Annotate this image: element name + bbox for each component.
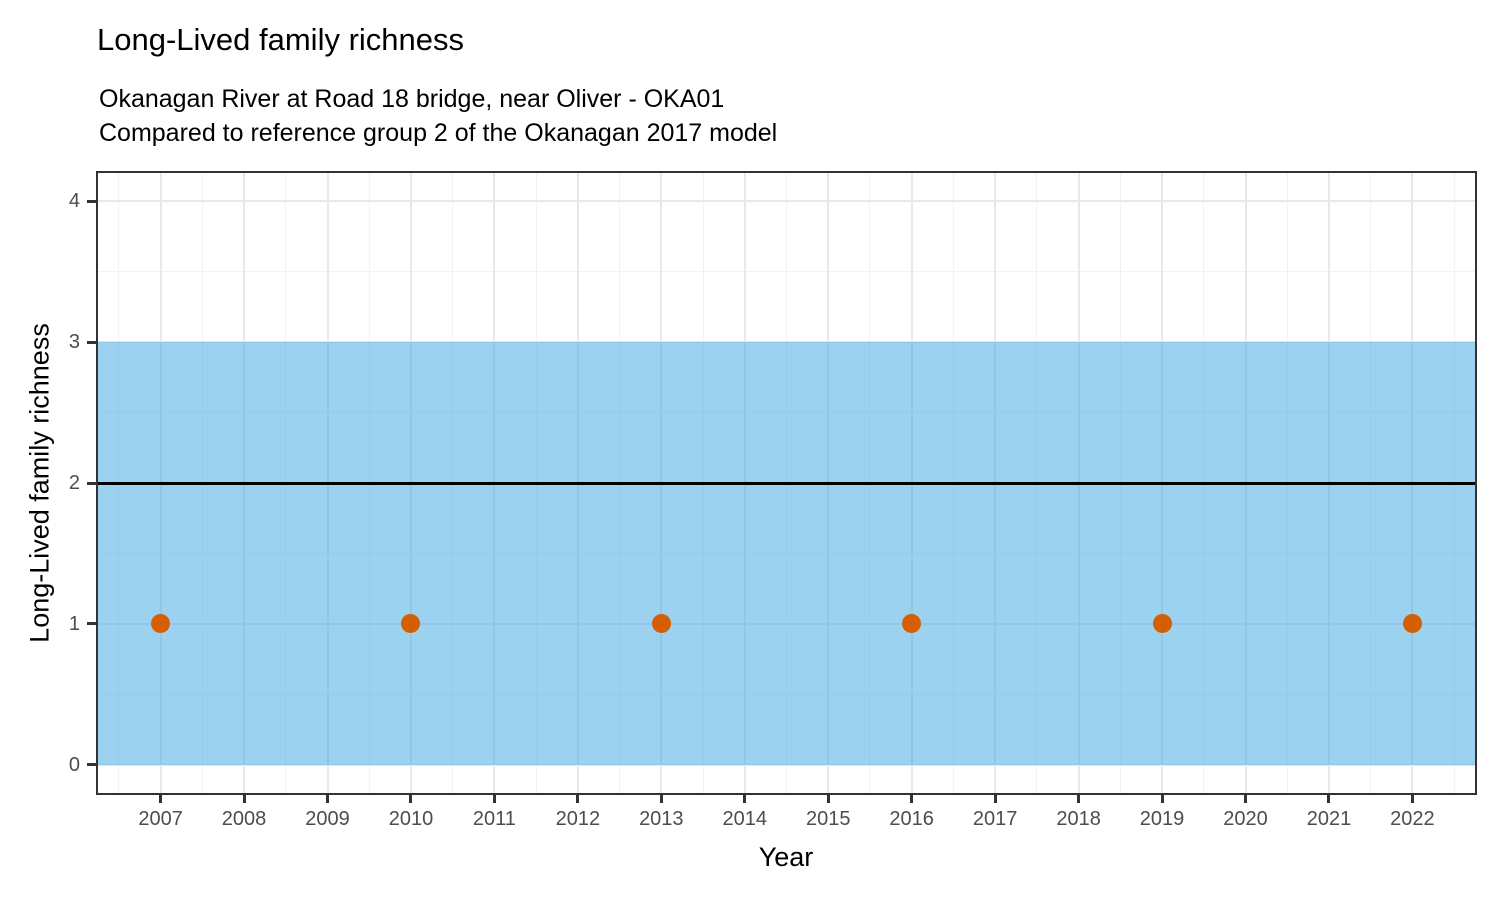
x-tick-label: 2022 (1390, 808, 1435, 830)
reference-line (98, 481, 1475, 485)
y-tick (87, 199, 98, 203)
x-tick-label: 2007 (138, 808, 183, 830)
y-gridline-minor (98, 271, 1475, 273)
x-tick-label: 2014 (722, 808, 768, 830)
x-tick-label: 2020 (1223, 808, 1268, 830)
y-tick (87, 340, 98, 344)
y-tick (87, 481, 98, 485)
x-tick (1244, 793, 1247, 803)
x-tick (1077, 793, 1081, 803)
x-tick-label: 2009 (305, 808, 350, 830)
y-axis-title: Long-Lived family richness (24, 323, 55, 643)
x-tick (1160, 793, 1164, 803)
x-tick (576, 793, 580, 803)
x-tick (659, 793, 663, 803)
x-tick (1327, 793, 1331, 803)
y-tick (87, 622, 98, 626)
x-tick-label: 2021 (1306, 808, 1352, 830)
x-tick (492, 793, 496, 803)
x-tick-label: 2017 (972, 808, 1018, 830)
y-tick (87, 763, 98, 767)
chart-subtitle-line-1: Okanagan River at Road 18 bridge, near O… (99, 85, 725, 113)
x-tick (910, 793, 914, 803)
data-point (651, 614, 671, 634)
x-tick (826, 793, 830, 803)
x-tick-label: 2019 (1139, 808, 1185, 830)
x-tick-label: 2018 (1056, 808, 1101, 830)
y-tick-label: 0 (68, 753, 80, 776)
x-tick-label: 2011 (472, 808, 516, 830)
data-point (1152, 614, 1172, 634)
chart-subtitle: Okanagan River at Road 18 bridge, near O… (99, 82, 777, 150)
chart-title: Long-Lived family richness (97, 22, 465, 57)
x-tick (409, 793, 413, 803)
y-gridline-major (98, 763, 1475, 766)
x-tick-label: 2012 (555, 808, 601, 830)
x-tick (993, 793, 997, 803)
x-tick-label: 2013 (639, 808, 684, 830)
plot-panel (98, 173, 1475, 793)
x-tick-label: 2008 (221, 808, 267, 830)
chart-subtitle-line-2: Compared to reference group 2 of the Oka… (99, 119, 778, 147)
y-tick-label: 4 (68, 190, 80, 213)
data-point (1402, 614, 1422, 634)
x-tick (159, 793, 163, 803)
x-tick-label: 2016 (889, 808, 934, 830)
x-tick (326, 793, 329, 803)
data-point (401, 614, 421, 634)
x-tick-label: 2015 (805, 808, 851, 830)
x-tick (242, 793, 246, 803)
x-axis-title: Year (758, 842, 814, 872)
data-point (151, 614, 171, 634)
x-tick-label: 2010 (388, 808, 434, 830)
data-point (902, 614, 922, 634)
x-tick (1410, 793, 1414, 803)
x-tick (743, 793, 747, 803)
reference-band (98, 342, 1475, 765)
y-gridline-major (98, 200, 1475, 203)
